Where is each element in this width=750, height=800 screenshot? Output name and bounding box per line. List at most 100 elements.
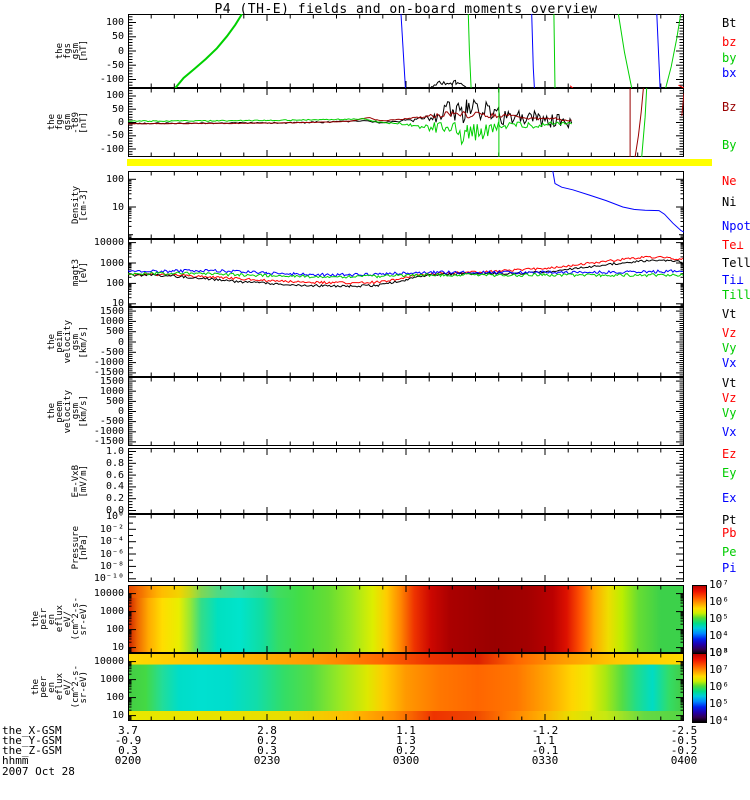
e-field-ylabel: E=-VxB [mV/m]	[26, 448, 89, 514]
fgs-legend-bx: bx	[722, 66, 737, 80]
footer-value: -2.5	[670, 724, 698, 737]
footer-row-label: hhmm	[2, 754, 29, 767]
peer-eflux-ytick-label: 100	[105, 692, 124, 704]
density-ytick-label: 10	[111, 201, 124, 213]
peem-velocity-ytick-label: 1500	[99, 375, 124, 387]
fge-t89-panel	[127, 87, 685, 158]
peim-velocity-ytick-label: -500	[99, 346, 124, 358]
colorbar-1-label: 10⁶	[709, 680, 729, 693]
e-field-ytick-label: 1.0	[105, 446, 124, 458]
pressure-legend-Pi: Pi	[722, 561, 737, 575]
footer-value: 0400	[670, 754, 698, 767]
peer-eflux-spectrogram	[129, 654, 683, 720]
pressure-ytick-label: 10⁻¹⁰	[93, 573, 124, 585]
peir-eflux-ytick-label: 10000	[93, 588, 124, 600]
fgs-svg	[127, 13, 685, 89]
pressure-panel	[127, 514, 685, 582]
colorbar-0-label: 10³	[709, 646, 729, 659]
footer-row-label: the_Z-GSM	[2, 744, 62, 757]
peem-velocity-ytick-label: 1000	[99, 385, 124, 397]
fgs-ytick-label: -100	[99, 73, 124, 85]
quality-flag-bar	[127, 159, 712, 166]
peem-velocity-ytick-label: 0	[117, 406, 124, 417]
pressure-ytick-label: 10⁰	[105, 511, 124, 523]
peem-velocity-legend-Vy: Vy	[722, 406, 737, 420]
magt3-ytick-label: 100	[105, 277, 124, 289]
peim-velocity-legend-Vx: Vx	[722, 356, 737, 370]
colorbar-0-label: 10⁷	[709, 578, 729, 591]
footer-value: 0330	[531, 754, 559, 767]
magt3-ytick-label: 10	[111, 298, 124, 310]
footer-value: 0.2	[257, 734, 277, 747]
pressure-ytick-label: 10⁻⁶	[99, 548, 124, 560]
pressure-svg	[127, 514, 685, 582]
density-legend-Ne: Ne	[722, 174, 737, 188]
peim-velocity-ytick-label: 1000	[99, 315, 124, 327]
e-field-ytick-label: 0.8	[105, 457, 124, 469]
footer-date: 2007 Oct 28	[2, 765, 75, 778]
fgs-ytick-label: 0	[117, 45, 124, 57]
density-legend-Ni: Ni	[722, 195, 737, 209]
peem-velocity-legend-Vx: Vx	[722, 425, 737, 439]
colorbar-0	[692, 585, 707, 655]
e-field-ytick-label: 0.4	[105, 481, 124, 493]
e-field-ytick-label: 0.0	[105, 504, 124, 516]
peim-velocity-svg	[127, 306, 685, 378]
peim-velocity-ytick-label: 1500	[99, 305, 124, 317]
fgs-legend-by: by	[722, 51, 737, 65]
pressure-ytick-label: 10⁻⁴	[99, 536, 124, 548]
fge-t89-ytick-label: 50	[111, 103, 124, 115]
e-field-legend-Ey: Ey	[722, 466, 737, 480]
fgs-legend-bz: bz	[722, 35, 737, 49]
fge-t89-legend-Bz: Bz	[722, 100, 737, 114]
peem-velocity-ytick-label: -500	[99, 416, 124, 428]
peim-velocity-legend-Vy: Vy	[722, 341, 737, 355]
peem-velocity-ytick-label: -1000	[93, 426, 124, 438]
fgs-ytick-label: 100	[105, 17, 124, 29]
magt3-ytick-label: 1000	[99, 257, 124, 269]
colorbar-1-label: 10⁷	[709, 663, 729, 676]
peir-eflux-panel	[127, 585, 685, 653]
magt3-ylabel: magt3 [eV]	[26, 239, 89, 307]
fgs-legend-Bt: Bt	[722, 16, 737, 30]
peem-velocity-ytick-label: -1500	[93, 436, 124, 448]
peem-velocity-legend-Vt: Vt	[722, 376, 737, 390]
peir-eflux-ytick-label: 10	[111, 642, 124, 654]
footer-value: -0.1	[531, 744, 559, 757]
peim-velocity-legend-Vz: Vz	[722, 326, 737, 340]
footer-value: -0.5	[670, 734, 698, 747]
peir-eflux-ylabel: the peir en eflux eV/(cm^2-s-sr-eV)	[26, 585, 89, 653]
fgs-ytick-label: 50	[111, 31, 124, 43]
footer-value: 0.3	[118, 744, 138, 757]
peim-velocity-ytick-label: 500	[105, 326, 124, 338]
fge-t89-ytick-label: 100	[105, 90, 124, 102]
peer-eflux-ytick-label: 10000	[93, 656, 124, 668]
pressure-legend-Pb: Pb	[722, 526, 737, 540]
peir-eflux-spectrogram	[129, 586, 683, 652]
peem-velocity-ylabel: the peem velocity gsm [km/s]	[26, 377, 89, 446]
density-legend-Npot: Npot	[722, 219, 750, 233]
e-field-ytick-label: 0.6	[105, 469, 124, 481]
footer-value: 1.3	[396, 734, 416, 747]
peim-velocity-panel	[127, 306, 685, 378]
footer-value: 1.1	[396, 724, 416, 737]
footer-value: 0300	[392, 754, 420, 767]
peim-velocity-ytick-label: -1000	[93, 357, 124, 369]
fge-t89-ytick-label: 0	[117, 117, 124, 128]
density-panel	[127, 170, 685, 240]
magt3-ytick-label: 10000	[93, 237, 124, 249]
e-field-legend-Ex: Ex	[722, 491, 737, 505]
footer-value: 0200	[114, 754, 142, 767]
magt3-svg	[127, 239, 685, 307]
colorbar-1-label: 10⁴	[709, 714, 729, 727]
e-field-panel	[127, 448, 685, 514]
colorbar-0-label: 10⁵	[709, 612, 729, 625]
peer-eflux-svg	[127, 653, 685, 721]
peer-eflux-ytick-label: 10	[111, 710, 124, 722]
density-ylabel: Density [cm-3]	[26, 171, 89, 239]
colorbar-1-label: 10⁵	[709, 697, 729, 710]
magt3-panel	[127, 239, 685, 307]
colorbar-1-label: 10⁸	[709, 646, 729, 659]
colorbar-1	[692, 653, 707, 723]
magt3-legend-Ti⊥: Ti⊥	[722, 273, 744, 287]
